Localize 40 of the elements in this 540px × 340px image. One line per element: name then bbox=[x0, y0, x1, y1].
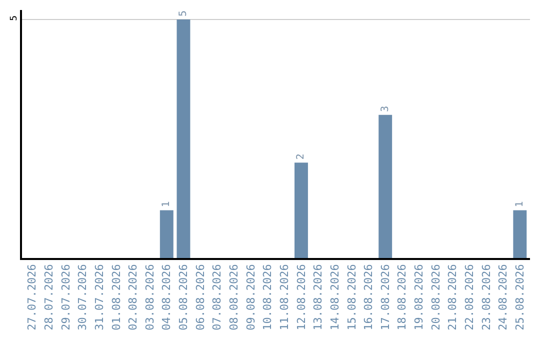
x-tick-label: 25.08.2026 bbox=[513, 264, 526, 330]
bar bbox=[513, 210, 527, 258]
x-tick-label: 28.07.2026 bbox=[42, 264, 56, 330]
x-tick-label: 01.08.2026 bbox=[110, 264, 123, 330]
x-tick-label: 10.08.2026 bbox=[261, 264, 274, 330]
x-tick-label: 17.08.2026 bbox=[378, 264, 392, 330]
x-tick-label: 11.08.2026 bbox=[278, 264, 291, 330]
x-tick-label: 12.08.2026 bbox=[294, 264, 308, 330]
x-tick-label: 15.08.2026 bbox=[345, 264, 358, 330]
x-tick-label: 02.08.2026 bbox=[126, 264, 140, 330]
x-tick-label: 19.08.2026 bbox=[412, 264, 426, 330]
x-tick-label: 16.08.2026 bbox=[362, 264, 376, 330]
x-tick-label: 14.08.2026 bbox=[328, 264, 342, 330]
data-label: 1 bbox=[161, 201, 172, 208]
x-tick-label: 29.07.2026 bbox=[59, 264, 72, 330]
x-tick-label: 23.08.2026 bbox=[480, 264, 493, 330]
bar bbox=[160, 210, 174, 258]
x-tick-label: 06.08.2026 bbox=[194, 264, 207, 330]
x-tick-label: 03.08.2026 bbox=[143, 264, 156, 330]
data-label: 3 bbox=[380, 106, 391, 112]
x-tick-label: 09.08.2026 bbox=[244, 264, 258, 330]
x-tick-label: 24.08.2026 bbox=[496, 264, 510, 330]
bar bbox=[294, 162, 308, 258]
x-tick-label: 31.07.2026 bbox=[92, 264, 106, 330]
x-tick-label: 20.08.2026 bbox=[429, 264, 442, 330]
x-tick-label: 27.07.2026 bbox=[26, 264, 39, 330]
x-tick-label: 05.08.2026 bbox=[177, 264, 190, 330]
x-tick-label: 21.08.2026 bbox=[446, 264, 460, 330]
data-label: 2 bbox=[296, 154, 307, 160]
x-tick-label: 22.08.2026 bbox=[463, 264, 476, 330]
bar bbox=[378, 114, 392, 258]
data-label: 5 bbox=[178, 10, 189, 17]
x-tick-label: 08.08.2026 bbox=[228, 264, 241, 330]
bar bbox=[176, 20, 190, 258]
x-tick-label: 04.08.2026 bbox=[160, 264, 174, 330]
x-tick-label: 18.08.2026 bbox=[396, 264, 409, 330]
x-tick-label: 30.07.2026 bbox=[76, 264, 90, 330]
x-tick-label: 13.08.2026 bbox=[312, 264, 325, 330]
data-label: 1 bbox=[514, 201, 526, 208]
x-tick-label: 07.08.2026 bbox=[210, 264, 224, 330]
